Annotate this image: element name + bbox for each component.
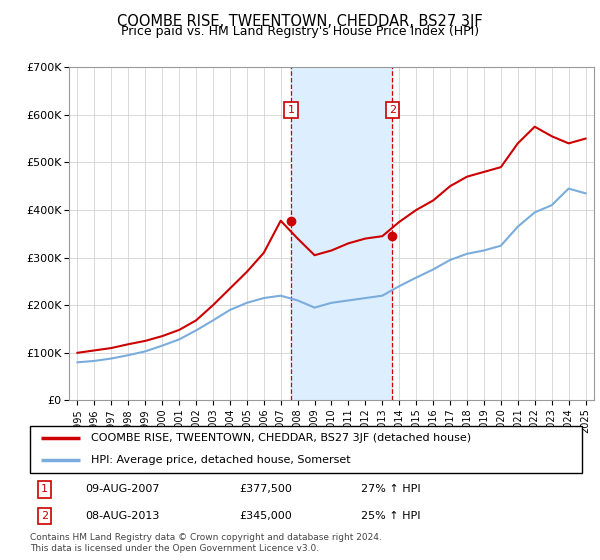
FancyBboxPatch shape <box>30 426 582 473</box>
Text: HPI: Average price, detached house, Somerset: HPI: Average price, detached house, Some… <box>91 455 350 465</box>
Text: 25% ↑ HPI: 25% ↑ HPI <box>361 511 421 521</box>
Text: Contains HM Land Registry data © Crown copyright and database right 2024.
This d: Contains HM Land Registry data © Crown c… <box>30 533 382 553</box>
Text: 27% ↑ HPI: 27% ↑ HPI <box>361 484 421 494</box>
Text: 2: 2 <box>41 511 48 521</box>
Text: 1: 1 <box>41 484 48 494</box>
Text: 08-AUG-2013: 08-AUG-2013 <box>85 511 160 521</box>
Text: COOMBE RISE, TWEENTOWN, CHEDDAR, BS27 3JF (detached house): COOMBE RISE, TWEENTOWN, CHEDDAR, BS27 3J… <box>91 433 471 444</box>
Text: £377,500: £377,500 <box>240 484 293 494</box>
Text: Price paid vs. HM Land Registry's House Price Index (HPI): Price paid vs. HM Land Registry's House … <box>121 25 479 38</box>
Text: 09-AUG-2007: 09-AUG-2007 <box>85 484 160 494</box>
Text: COOMBE RISE, TWEENTOWN, CHEDDAR, BS27 3JF: COOMBE RISE, TWEENTOWN, CHEDDAR, BS27 3J… <box>117 14 483 29</box>
Text: £345,000: £345,000 <box>240 511 293 521</box>
Text: 1: 1 <box>287 105 295 115</box>
Bar <box>291 67 392 400</box>
Text: 2: 2 <box>389 105 396 115</box>
